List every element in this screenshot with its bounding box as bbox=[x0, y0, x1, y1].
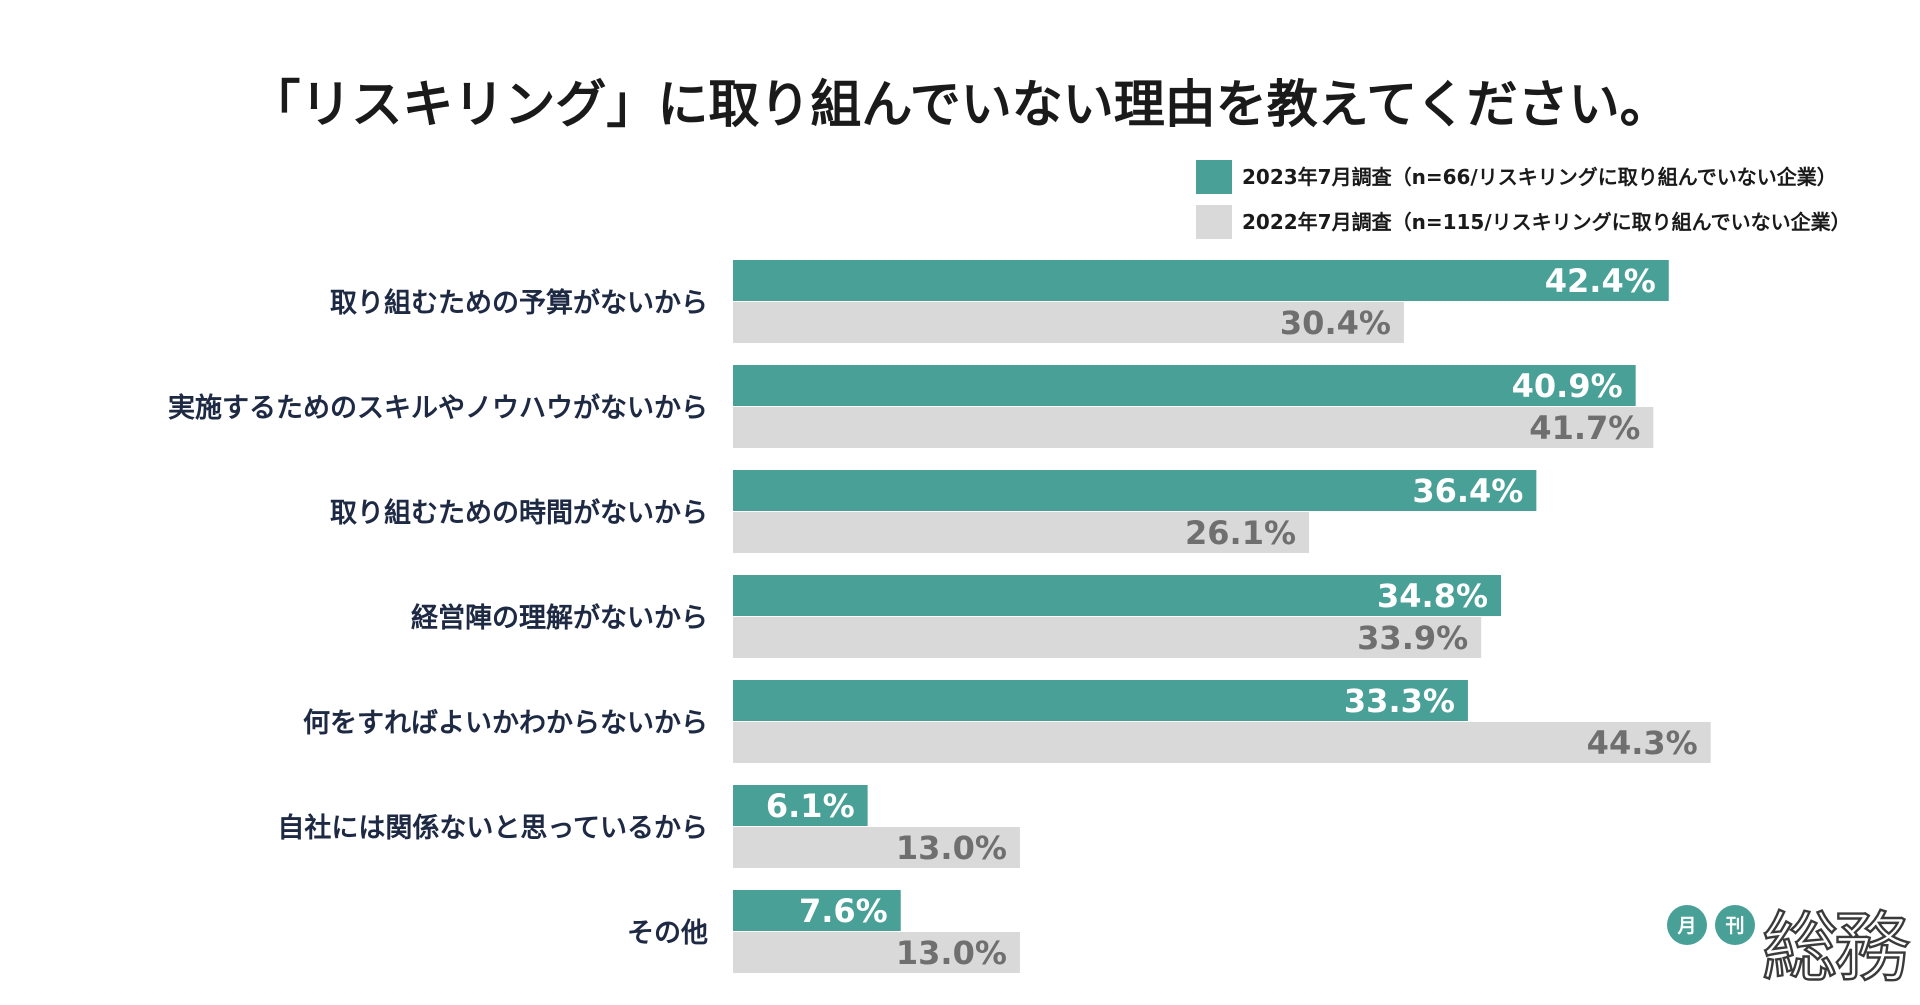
bar-2023 bbox=[733, 575, 1502, 616]
logo-badge-getsu bbox=[1667, 905, 1707, 945]
value-label-2023: 34.8% bbox=[1377, 577, 1488, 615]
value-label-2023: 33.3% bbox=[1344, 682, 1455, 720]
bar-2022 bbox=[733, 827, 1020, 868]
bar-2022 bbox=[733, 722, 1711, 763]
bar-2023 bbox=[733, 260, 1669, 301]
category-label: 取り組むための予算がないから bbox=[330, 287, 708, 319]
legend-label-2023: 2023年7月調査（n=66/リスキリングに取り組んでいない企業） bbox=[1242, 165, 1837, 189]
chart-title: 「リスキリング」に取り組んでいない理由を教えてください。 bbox=[249, 76, 1670, 135]
value-label-2022: 13.0% bbox=[896, 934, 1007, 972]
bar-2022 bbox=[733, 512, 1310, 553]
bar-2022 bbox=[733, 932, 1020, 973]
logo-badge-kan bbox=[1715, 905, 1755, 945]
bar-2022 bbox=[733, 302, 1404, 343]
value-label-2023: 42.4% bbox=[1545, 262, 1656, 300]
category-label: 経営陣の理解がないから bbox=[411, 602, 708, 634]
bar-2022 bbox=[733, 407, 1654, 448]
value-label-2022: 41.7% bbox=[1529, 409, 1640, 447]
bar-2023 bbox=[733, 470, 1537, 511]
legend-label-2022: 2022年7月調査（n=115/リスキリングに取り組んでいない企業） bbox=[1242, 210, 1851, 234]
bar-2023 bbox=[733, 785, 868, 826]
category-label: その他 bbox=[627, 918, 708, 949]
bar-2023 bbox=[733, 890, 901, 931]
category-label: 何をすればよいかわからないから bbox=[303, 708, 708, 739]
category-label: 実施するためのスキルやノウハウがないから bbox=[168, 392, 708, 424]
legend-swatch-2022 bbox=[1196, 205, 1232, 239]
value-label-2022: 30.4% bbox=[1280, 304, 1391, 342]
logo-text-soumu: 総務 bbox=[1762, 903, 1909, 992]
value-label-2023: 40.9% bbox=[1512, 367, 1623, 405]
bars-group: 取り組むための予算がないから 42.4% 30.4% 実施するためのスキルやノウハウが… bbox=[168, 260, 1711, 973]
bar-2022 bbox=[733, 617, 1482, 658]
bar-2023 bbox=[733, 680, 1468, 721]
value-label-2022: 33.9% bbox=[1357, 619, 1468, 657]
value-label-2022: 44.3% bbox=[1587, 724, 1698, 762]
bar-2023 bbox=[733, 365, 1636, 406]
logo-text-kan: 刊 bbox=[1725, 915, 1744, 937]
value-label-2023: 6.1% bbox=[766, 787, 855, 825]
value-label-2022: 26.1% bbox=[1185, 514, 1296, 552]
value-label-2022: 13.0% bbox=[896, 829, 1007, 867]
gekkan-soumu-logo: 月 刊 総務 bbox=[1667, 902, 1914, 993]
legend-swatch-2023 bbox=[1196, 160, 1232, 194]
value-label-2023: 7.6% bbox=[799, 892, 888, 930]
value-label-2023: 36.4% bbox=[1412, 472, 1523, 510]
logo-text-getsu: 月 bbox=[1676, 915, 1696, 937]
category-label: 自社には関係ないと思っているから bbox=[277, 812, 708, 844]
category-label: 取り組むための時間がないから bbox=[330, 497, 708, 529]
